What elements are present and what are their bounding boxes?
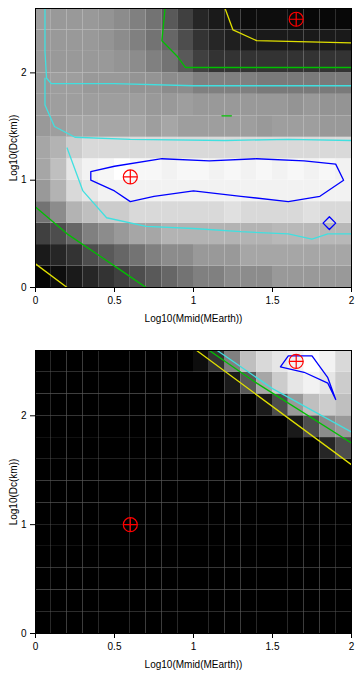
svg-text:1.5: 1.5 [266,295,280,306]
svg-text:0: 0 [33,641,39,652]
svg-text:0.5: 0.5 [108,295,122,306]
svg-text:2: 2 [21,67,27,78]
svg-text:Log10(Dc(km)): Log10(Dc(km)) [8,115,19,182]
svg-text:2: 2 [349,641,355,652]
svg-text:0: 0 [21,628,27,639]
svg-text:1: 1 [21,519,27,530]
svg-text:1.5: 1.5 [266,641,280,652]
svg-text:2: 2 [21,410,27,421]
svg-text:Log10(Mmid(MEarth)): Log10(Mmid(MEarth)) [145,659,243,670]
svg-text:1: 1 [191,295,197,306]
svg-text:Log10(Dc(km)): Log10(Dc(km)) [8,459,19,526]
svg-text:0: 0 [33,295,39,306]
svg-text:2: 2 [349,295,355,306]
svg-text:0.5: 0.5 [108,641,122,652]
svg-text:Log10(Mmid(MEarth)): Log10(Mmid(MEarth)) [145,313,243,324]
svg-text:0: 0 [21,282,27,293]
svg-text:1: 1 [191,641,197,652]
svg-text:1: 1 [21,174,27,185]
